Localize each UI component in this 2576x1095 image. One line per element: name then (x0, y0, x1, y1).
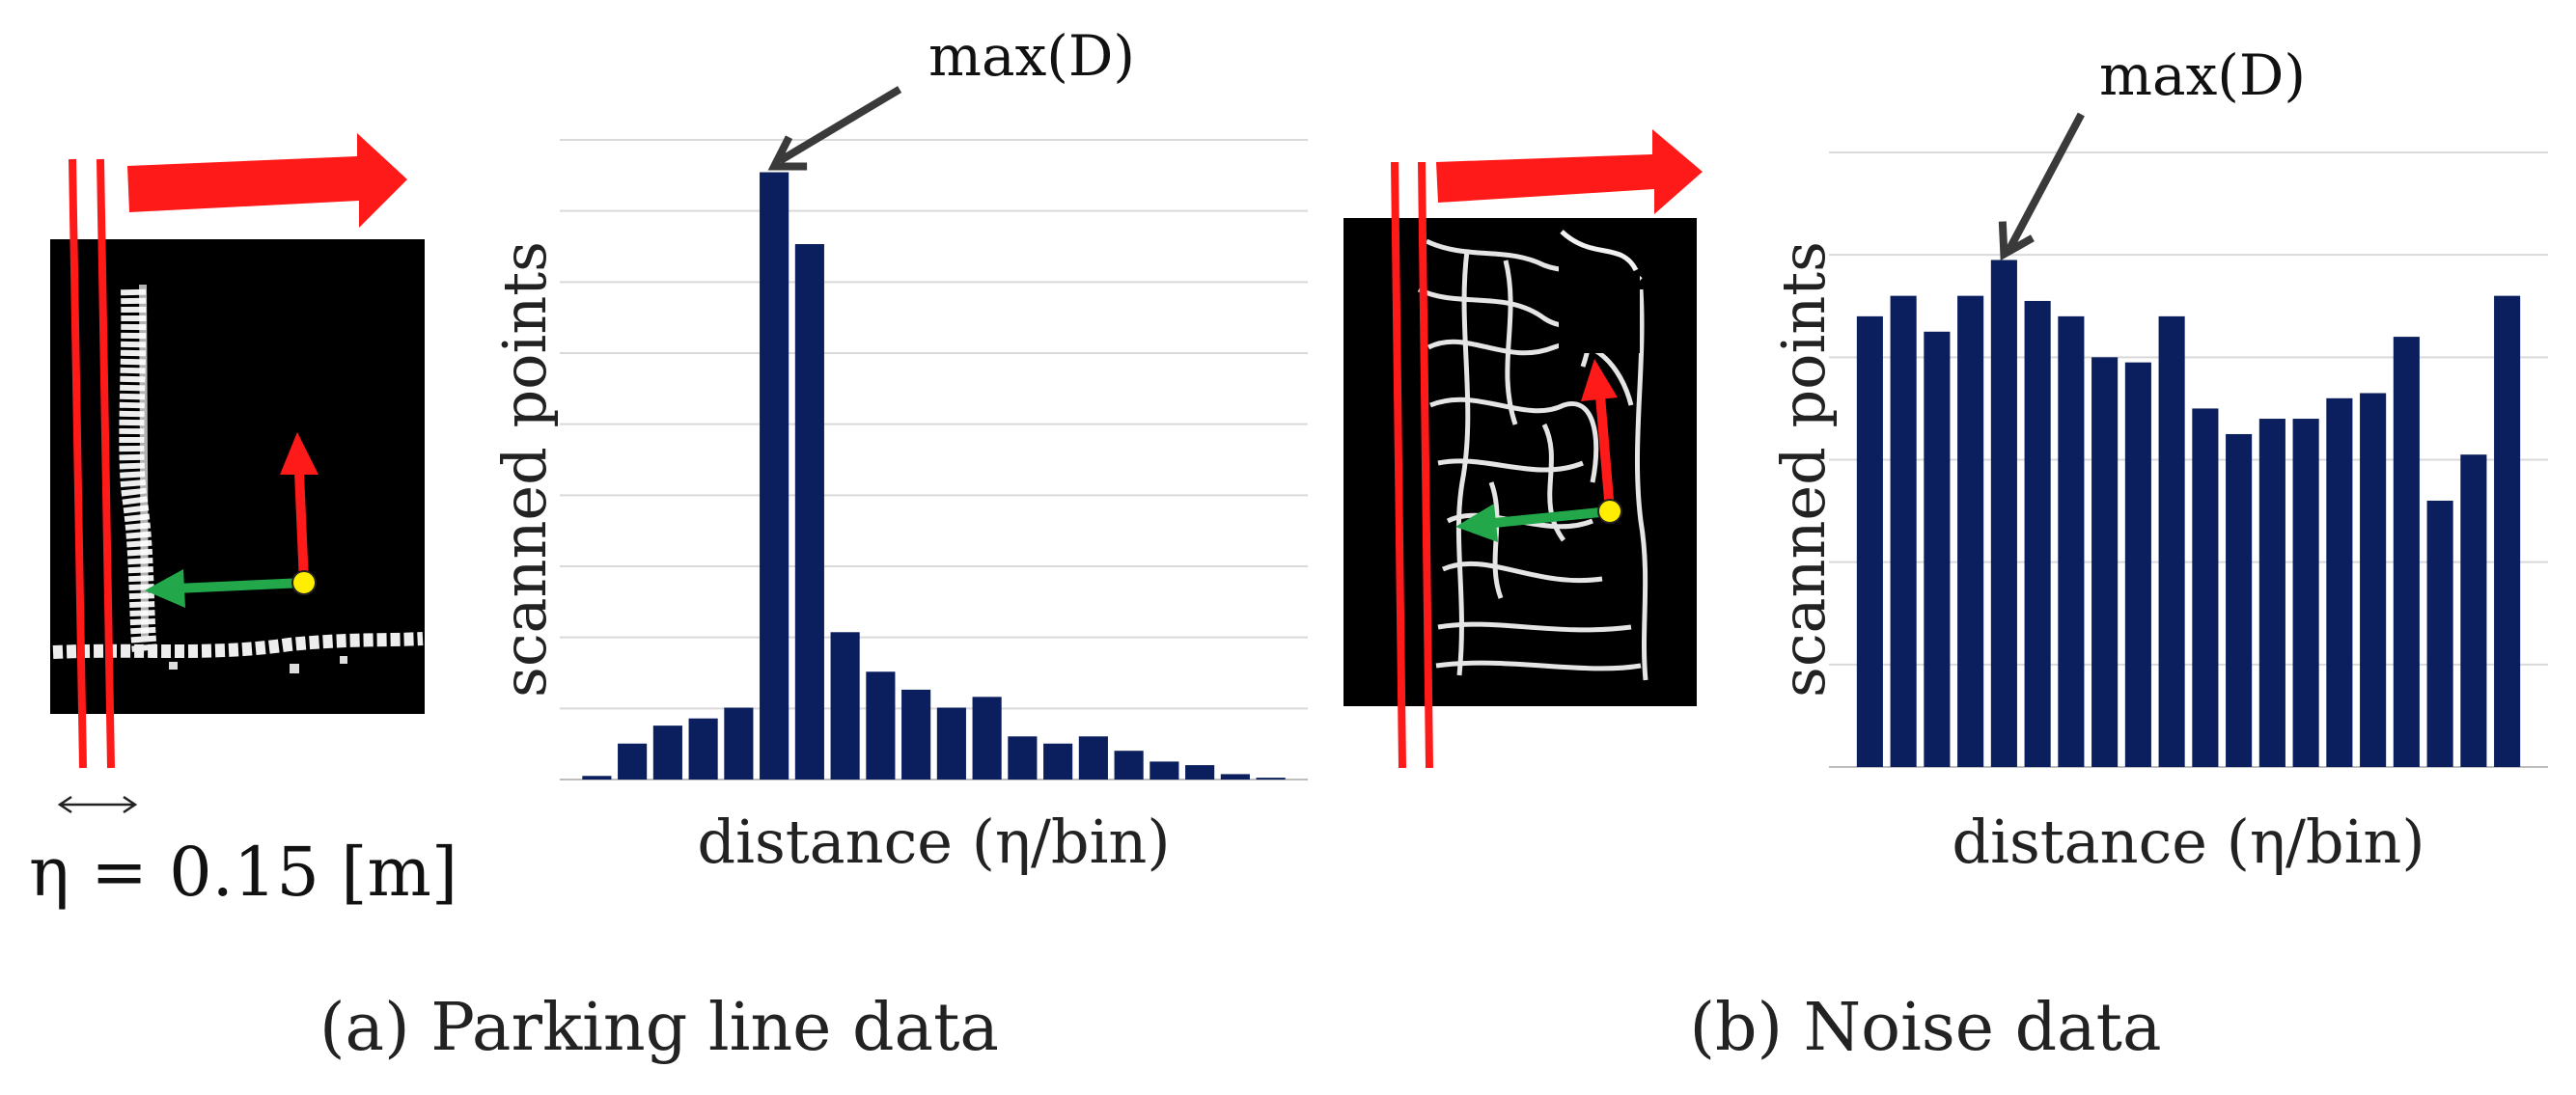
bar (830, 632, 860, 780)
bar (972, 697, 1002, 780)
bar (688, 718, 718, 780)
red-arrow-head-b (1581, 359, 1618, 401)
bar (936, 707, 966, 780)
bar (2460, 454, 2487, 767)
scan-line-left (69, 158, 87, 769)
bar (2058, 315, 2085, 767)
bar (1043, 743, 1073, 780)
vehicle-point-b (1597, 499, 1622, 524)
bar (1114, 751, 1144, 780)
bar (1924, 331, 1951, 767)
scan-line-right (97, 158, 115, 769)
bar (2226, 433, 2253, 767)
bar (1256, 778, 1286, 780)
parking-line-scan-image (50, 239, 425, 714)
bar (2024, 300, 2051, 767)
bar (1890, 295, 1917, 767)
bar (1990, 260, 2017, 768)
max-annotation-label: max(D) (928, 23, 1135, 89)
bar (2426, 500, 2453, 767)
red-arrow-head (280, 432, 319, 475)
bar (582, 776, 612, 780)
bar (1008, 736, 1038, 780)
caption-b: (b) Noise data (1689, 990, 2161, 1066)
bar (2124, 362, 2151, 767)
bar (2292, 419, 2319, 767)
scan-line-left-b (1391, 161, 1406, 769)
bar (1185, 765, 1215, 780)
max-annotation-arrowhead (767, 135, 808, 171)
max-annotation-arrow (778, 86, 902, 164)
bar (2360, 393, 2387, 767)
x-axis-label: distance (η/bin) (697, 807, 1170, 877)
bar (2494, 295, 2521, 767)
bar (652, 725, 682, 780)
bar (794, 244, 824, 780)
bar (866, 671, 896, 780)
max-annotation-arrow (2006, 112, 2085, 251)
bar (2326, 397, 2353, 767)
green-arrow-head-b (1455, 504, 1498, 542)
bar (1150, 761, 1179, 780)
max-annotation-label: max(D) (2099, 42, 2306, 108)
scan-line-right-b (1418, 161, 1433, 769)
eta-scale-label: η = 0.15 [m] (29, 833, 457, 912)
scan-direction-arrow-b (1436, 129, 1703, 214)
bar (2393, 337, 2420, 767)
bar (2258, 419, 2285, 767)
eta-scale-bar (57, 795, 138, 814)
bar (724, 707, 754, 780)
bar (901, 689, 931, 780)
red-normal-arrow (294, 472, 309, 584)
bar (1957, 295, 1984, 767)
green-direction-arrow (175, 578, 305, 593)
red-normal-arrow-b (1595, 395, 1615, 512)
vehicle-point (291, 570, 317, 595)
y-axis-label: scanned points (1768, 241, 1839, 698)
bar (1856, 315, 1883, 767)
bar (2091, 357, 2119, 767)
x-axis-label: distance (η/bin) (1952, 807, 2424, 877)
y-axis-label: scanned points (489, 241, 560, 698)
bar (760, 172, 789, 780)
bar (618, 743, 648, 780)
bar (1220, 774, 1250, 780)
green-direction-arrow-b (1493, 506, 1611, 528)
max-annotation-arrowhead (1998, 221, 2035, 261)
histogram-parking-line: scanned points distance (η/bin) max(D) (489, 23, 1308, 877)
bar (2158, 315, 2185, 767)
bar (1078, 736, 1108, 780)
caption-a: (a) Parking line data (319, 990, 999, 1066)
histogram-noise: scanned points distance (η/bin) max(D) (1768, 42, 2548, 877)
scan-direction-arrow (127, 133, 407, 228)
green-arrow-head (145, 569, 185, 608)
bar (2192, 408, 2219, 767)
